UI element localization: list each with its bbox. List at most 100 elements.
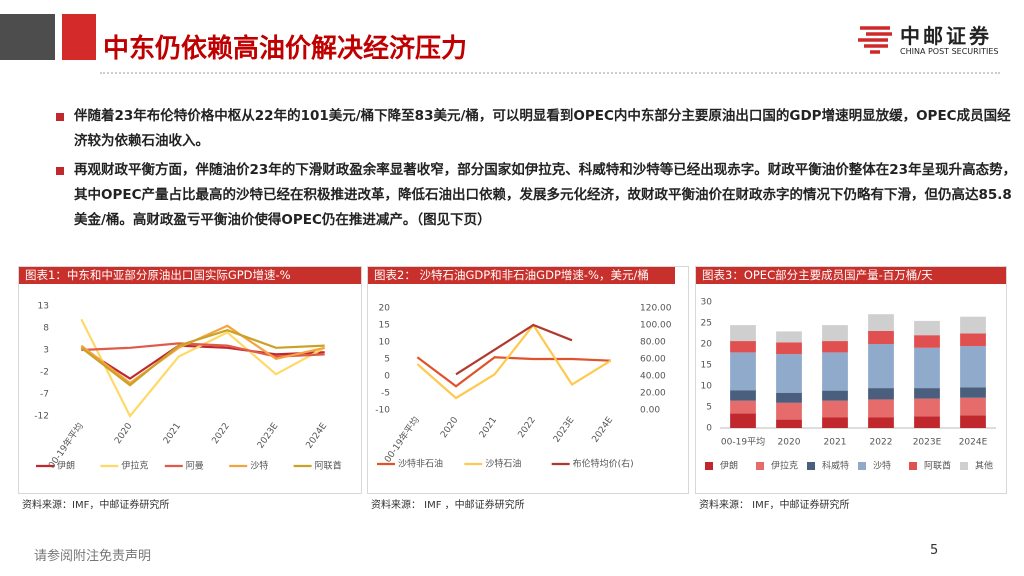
x-tick-label: 2020 xyxy=(778,438,801,448)
legend-label: 伊朗 xyxy=(720,460,738,472)
bullet: 伴随着23年布伦特价格中枢从22年的101美元/桶下降至83美元/桶，可以明显看… xyxy=(52,104,1024,154)
y2-tick-label: 60.00 xyxy=(640,355,666,365)
bar-segment xyxy=(868,388,894,400)
bar-segment xyxy=(914,416,940,428)
legend-label: 伊朗 xyxy=(57,460,75,472)
y-tick-label: 25 xyxy=(701,319,712,329)
bar-segment xyxy=(822,325,848,342)
bar-segment xyxy=(914,347,940,389)
chart-title: 图表3：OPEC部分主要成员国产量-百万桶/天 xyxy=(696,267,1006,284)
y-tick-label: 15 xyxy=(379,321,390,331)
page-number: 5 xyxy=(930,543,939,558)
series-line xyxy=(416,356,611,388)
chart: -10 -5 0 5 10 15 20 0.00 20.00 40.00 60.00 80.00 100… xyxy=(375,304,672,470)
legend-label: 沙特 xyxy=(250,460,268,472)
bar-segment xyxy=(960,333,986,347)
legend-label: 阿曼 xyxy=(186,461,204,472)
source: 资料来源：IMF，中邮证券研究所 xyxy=(22,500,170,511)
bar-segment xyxy=(822,352,848,391)
y-tick-label: 8 xyxy=(43,324,49,334)
bar-segment xyxy=(868,330,894,344)
x-tick-label: 2023E xyxy=(913,438,942,448)
chart-panel: 图表1：中东和中亚部分原油出口国实际GPD增速-% -12 -7 -2 3 8 13 00-… xyxy=(18,266,362,494)
y-tick-label: -7 xyxy=(40,390,49,400)
source: 资料来源： IMF，中邮证券研究所 xyxy=(699,500,850,511)
series-line xyxy=(80,329,325,387)
x-tick-label: 2022 xyxy=(870,438,893,448)
legend-label: 沙特非石油 xyxy=(398,458,443,470)
bar-segment xyxy=(730,413,756,428)
bar-segment xyxy=(776,342,802,355)
bar-segment xyxy=(868,344,894,389)
bullet: 再观财政平衡方面，伴随油价23年的下滑财政盈余率显著收窄，部分国家如伊拉克、科威… xyxy=(52,158,1024,233)
x-tick-label: 2021 xyxy=(162,421,183,445)
legend-swatch xyxy=(909,462,917,470)
chart-title: 图表2： 沙特石油GDP和非石油GDP增速-%，美元/桶 xyxy=(368,267,675,284)
bar-segment xyxy=(822,400,848,418)
legend-label: 阿联酋 xyxy=(315,460,342,472)
bar-segment xyxy=(730,400,756,414)
bar-segment xyxy=(776,419,802,428)
y2-tick-label: 80.00 xyxy=(640,338,666,348)
y-tick-label: 3 xyxy=(43,346,49,356)
x-tick-label: 2020 xyxy=(439,415,460,440)
deco-block xyxy=(0,14,55,60)
bar-segment xyxy=(914,398,940,417)
series-line xyxy=(455,323,573,376)
legend-label: 伊拉克 xyxy=(121,460,148,472)
bar-segment xyxy=(868,314,894,331)
bar-segment xyxy=(868,417,894,428)
bar-segment xyxy=(730,390,756,401)
logo-name: 中邮证券 xyxy=(900,24,992,48)
legend-label: 阿联酋 xyxy=(924,460,951,472)
legend-swatch xyxy=(705,462,713,470)
y-tick-label: -10 xyxy=(375,406,390,416)
legend-label: 沙特 xyxy=(873,460,891,472)
deco-block xyxy=(62,14,96,60)
legend-label: 伊拉克 xyxy=(771,460,798,472)
x-tick-label: 2023E xyxy=(256,421,281,450)
series-line xyxy=(80,318,326,419)
y2-tick-label: 40.00 xyxy=(640,372,666,382)
bar-segment xyxy=(730,352,756,391)
chart-panel: 图表2： 沙特石油GDP和非石油GDP增速-%，美元/桶 -10 -5 0 5 10 15… xyxy=(367,266,689,494)
y-tick-label: 0 xyxy=(384,372,390,382)
y-tick-label: 5 xyxy=(706,403,712,413)
bar-segment xyxy=(868,399,894,418)
x-tick-label: 2023E xyxy=(552,415,577,444)
legend-label: 科威特 xyxy=(822,460,849,472)
logo-icon xyxy=(858,26,892,54)
x-tick-label: 2021 xyxy=(824,438,847,448)
bar-segment xyxy=(960,415,986,428)
y-tick-label: 5 xyxy=(384,355,390,365)
legend-label: 布伦特均价(右) xyxy=(573,458,634,470)
bar-segment xyxy=(914,320,940,336)
legend-label: 沙特石油 xyxy=(485,458,521,470)
legend-swatch xyxy=(807,462,815,470)
x-tick-label: 00-19年平均 xyxy=(382,414,422,464)
x-tick-label: 2021 xyxy=(478,415,499,439)
bar-segment xyxy=(776,331,802,343)
legend-swatch xyxy=(960,462,968,470)
y-tick-label: 13 xyxy=(38,302,49,312)
bar-segment xyxy=(822,341,848,353)
y2-tick-label: 20.00 xyxy=(640,389,666,399)
bar-segment xyxy=(822,390,848,401)
y-tick-label: 20 xyxy=(379,304,391,314)
x-tick-label: 2024E xyxy=(959,438,988,448)
legend-label: 其他 xyxy=(975,460,993,472)
legend-swatch xyxy=(858,462,866,470)
y2-tick-label: 120.00 xyxy=(640,304,672,314)
y-tick-label: 10 xyxy=(379,338,391,348)
series-line xyxy=(80,344,325,380)
bar-segment xyxy=(776,392,802,403)
chart-panel: 图表3：OPEC部分主要成员国产量-百万桶/天 0 5 10 15 20 25 30 00-1… xyxy=(695,266,1007,494)
x-tick-label: 2022 xyxy=(211,421,232,445)
x-tick-label: 2024E xyxy=(305,421,330,450)
series-line xyxy=(416,323,612,400)
bar-segment xyxy=(914,335,940,348)
y-tick-label: -12 xyxy=(34,412,49,422)
bar-segment xyxy=(960,387,986,398)
